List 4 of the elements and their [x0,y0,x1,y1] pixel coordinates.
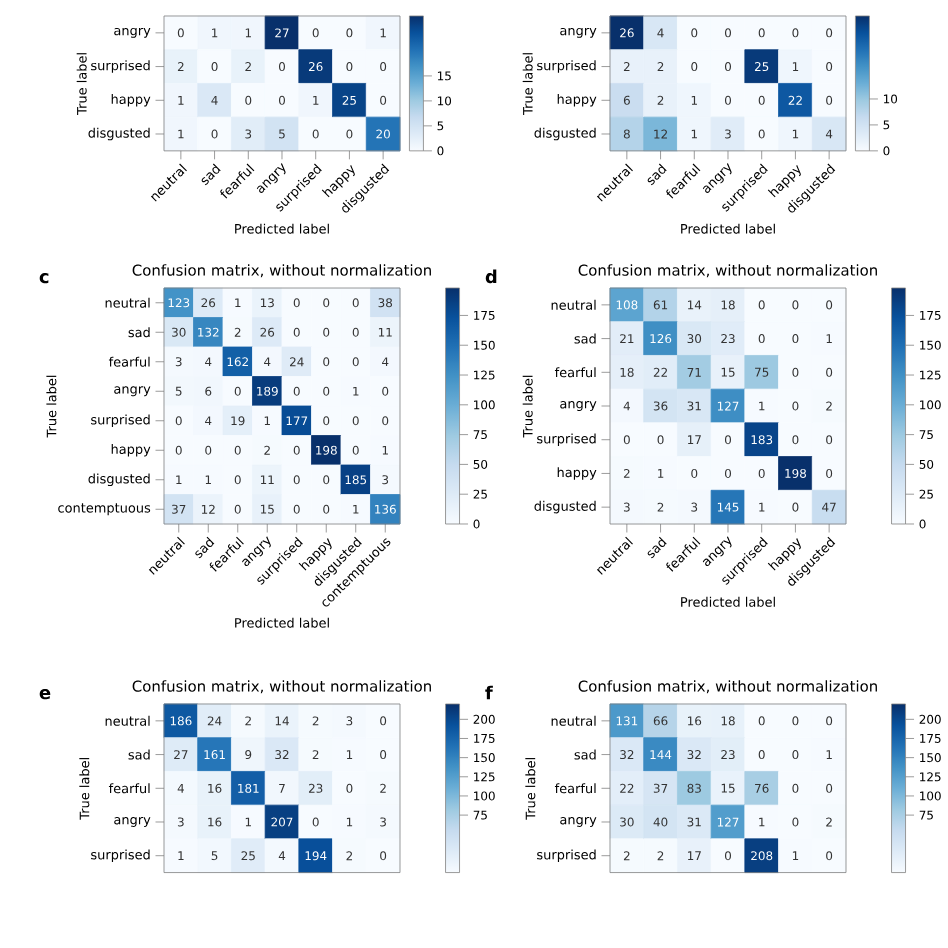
text: d [485,269,497,284]
text: f [485,685,493,700]
text: e [39,689,51,700]
text: c [39,273,49,284]
